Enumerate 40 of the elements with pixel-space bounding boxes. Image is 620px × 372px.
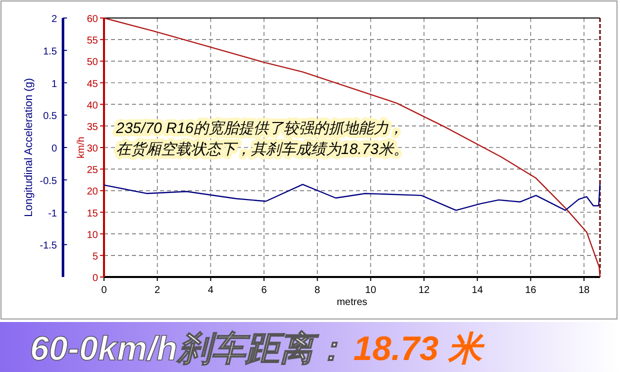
annotation: 235/70 R16的宽胎提供了较强的抓地能力， xyxy=(115,120,404,137)
x-tick-label: 6 xyxy=(261,285,268,296)
x-tick-label: 2 xyxy=(154,285,161,296)
y2-tick-label: -1 xyxy=(48,208,58,220)
y-tick-label: 5 xyxy=(92,251,98,262)
y2-tick-label: -0.5 xyxy=(40,176,58,187)
y-tick-label: 55 xyxy=(86,36,98,47)
line-series xyxy=(103,17,601,278)
x-tick-label: 12 xyxy=(418,285,430,296)
y-tick-label: 50 xyxy=(86,57,98,68)
y2-tick-label: 0.5 xyxy=(43,111,58,122)
y2-tick-label: -1.5 xyxy=(40,240,58,252)
y-tick-label: 10 xyxy=(86,230,98,241)
x-tick-label: 0 xyxy=(101,285,108,296)
x-tick-label: 18 xyxy=(578,285,590,296)
y-tick-label: 0 xyxy=(92,273,98,284)
y2-tick-label: 1.5 xyxy=(43,46,58,58)
y-tick-label: 40 xyxy=(86,100,98,112)
y2-axis-title: Longitudinal Acceleration (g) xyxy=(23,78,35,217)
y-tick-label: 30 xyxy=(86,144,98,154)
y-tick-label: 45 xyxy=(86,78,98,90)
y2-tick-label: 2 xyxy=(51,14,58,25)
x-tick-label: 8 xyxy=(314,285,321,296)
y-tick-label: 25 xyxy=(86,165,98,176)
y-tick-label: 20 xyxy=(86,186,98,198)
text: 60-0km/h刹车距离： xyxy=(30,330,348,368)
x-tick-label: 10 xyxy=(365,285,377,296)
annotation: 在货厢空载状态下，其刹车成绩为18.73米。 xyxy=(116,141,409,158)
y-tick-label: 15 xyxy=(86,208,98,220)
y-tick-label: 35 xyxy=(86,122,98,133)
y2-tick-label: 1 xyxy=(51,78,58,90)
x-axis-title: metres xyxy=(336,297,368,308)
x-tick-label: 16 xyxy=(525,285,537,296)
x-tick-label: 4 xyxy=(208,285,214,296)
text: 18.73 米 xyxy=(353,330,485,368)
x-tick-label: 14 xyxy=(472,285,484,296)
y-tick-label: 60 xyxy=(86,14,98,25)
y2-tick-label: 0 xyxy=(51,144,58,154)
y-axis-title: km/h xyxy=(76,136,87,158)
line-series xyxy=(103,183,601,211)
